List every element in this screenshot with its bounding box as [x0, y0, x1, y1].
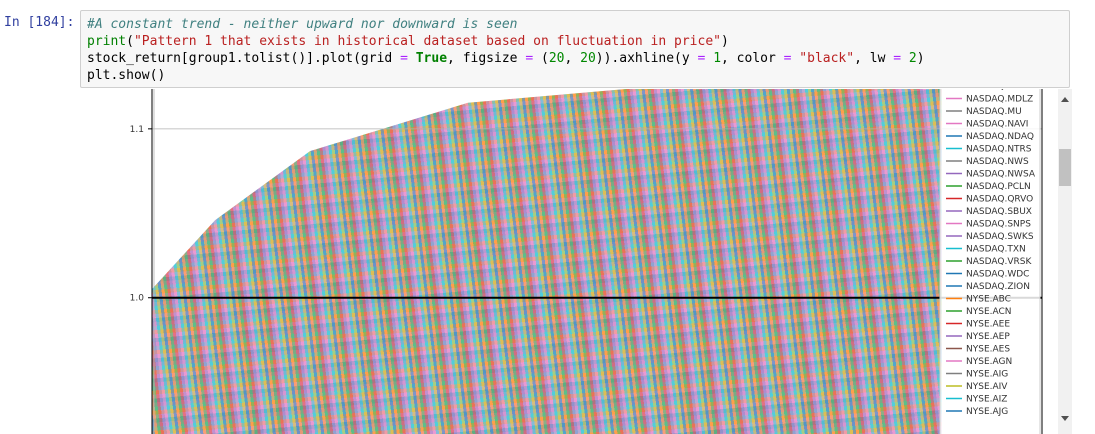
legend-label: NASDAQ.NAVI: [966, 120, 1028, 130]
legend-label: NYSE.AEE: [966, 320, 1010, 330]
plot: 1.1 1.0 NASDAQ.KLAC NASDAQ.MDLZ NASDAQ.MU NAS…: [130, 89, 1072, 434]
legend-label: NASDAQ.SBUX: [966, 207, 1032, 217]
code-token: [705, 51, 713, 66]
code-token: 1: [713, 51, 722, 66]
code-token: True: [415, 51, 448, 66]
code-token: #A constant trend - neither upward nor d…: [87, 17, 518, 32]
scroll-up[interactable]: [1061, 97, 1069, 102]
code-token: =: [697, 51, 706, 66]
code-line: plt.show(): [87, 67, 1063, 84]
legend-label: NASDAQ.MDLZ: [966, 95, 1033, 105]
y-tick-label: 1.0: [130, 294, 145, 304]
plot-output: 1.1 1.0 NASDAQ.KLAC NASDAQ.MDLZ NASDAQ.MU NAS…: [80, 89, 1073, 434]
legend-label: NYSE.AIV: [966, 382, 1008, 392]
legend-label: NASDAQ.TXN: [966, 245, 1026, 255]
code-line: stock_return[group1.tolist()].plot(grid …: [87, 50, 1063, 67]
code-token: "Pattern 1 that exists in historical dat…: [133, 34, 721, 49]
legend-label: NASDAQ.NDAQ: [966, 132, 1034, 142]
code-token: [408, 51, 416, 66]
scrollbar-thumb[interactable]: [1059, 149, 1071, 186]
cell-prompt: In [184]:: [4, 15, 75, 30]
code-line: #A constant trend - neither upward nor d…: [87, 16, 1063, 33]
legend-label: NASDAQ.VRSK: [966, 257, 1032, 267]
code-token: ): [916, 51, 925, 66]
legend-label: NASDAQ.SWKS: [966, 232, 1034, 242]
y-tick-label: 1.1: [130, 125, 144, 135]
code-token: =: [893, 51, 902, 66]
legend-label: NYSE.AIG: [966, 370, 1008, 380]
legend-label: NASDAQ.KLAC: [966, 89, 1031, 92]
code-token: , color: [721, 51, 784, 66]
code-token: ): [720, 34, 729, 49]
code-line: print("Pattern 1 that exists in historic…: [87, 33, 1063, 50]
legend-label: NASDAQ.SNPS: [966, 220, 1031, 230]
legend-label: NASDAQ.PCLN: [966, 182, 1031, 192]
legend-label: NASDAQ.NWS: [966, 157, 1029, 167]
scrollbar[interactable]: [1058, 89, 1072, 434]
legend-label: NASDAQ.NWSA: [966, 170, 1036, 180]
code-token: "black": [799, 51, 855, 66]
legend-label: NASDAQ.QRVO: [966, 195, 1033, 205]
code-token: 20: [548, 51, 565, 66]
legend-label: NYSE.AEP: [966, 332, 1010, 342]
code-token: (: [533, 51, 549, 66]
legend-label: NYSE.AGN: [966, 357, 1012, 367]
code-token: (: [126, 34, 134, 49]
code-token: =: [783, 51, 792, 66]
legend-label: NASDAQ.NTRS: [966, 145, 1032, 155]
legend-label: NYSE.AIZ: [966, 395, 1007, 405]
code-token: ,: [564, 51, 581, 66]
code-token: 2: [908, 51, 917, 66]
legend-label: NASDAQ.WDC: [966, 270, 1029, 280]
legend-label: NASDAQ.ZION: [966, 282, 1030, 292]
code-token: , figsize: [447, 51, 526, 66]
code-token: =: [525, 51, 534, 66]
code-token: )).axhline(y: [595, 51, 698, 66]
code-token: 20: [580, 51, 596, 66]
legend-label: NYSE.AJG: [966, 407, 1008, 417]
legend-label: NYSE.ACN: [966, 307, 1012, 317]
legend-label: NYSE.ABC: [966, 295, 1011, 305]
legend-label: NASDAQ.MU: [966, 107, 1022, 117]
code-token: plt.show(): [87, 68, 166, 83]
code-token: print: [87, 34, 127, 49]
scroll-down[interactable]: [1061, 416, 1069, 421]
code-token: , lw: [854, 51, 894, 66]
code-cell[interactable]: #A constant trend - neither upward nor d…: [80, 10, 1070, 88]
code-token: =: [400, 51, 408, 66]
legend-label: NYSE.AES: [966, 345, 1010, 355]
code-token: stock_return[group1.tolist()].plot(grid: [87, 51, 401, 66]
code-token: [901, 51, 909, 66]
